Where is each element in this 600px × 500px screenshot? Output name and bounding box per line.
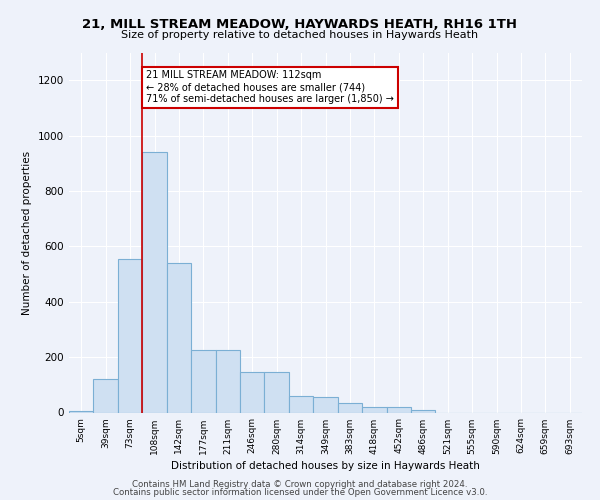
Bar bbox=[167, 263, 191, 412]
Bar bbox=[265, 372, 289, 412]
Bar bbox=[411, 410, 436, 412]
Text: 21, MILL STREAM MEADOW, HAYWARDS HEATH, RH16 1TH: 21, MILL STREAM MEADOW, HAYWARDS HEATH, … bbox=[83, 18, 517, 30]
Bar bbox=[215, 350, 240, 412]
Bar bbox=[313, 398, 338, 412]
Y-axis label: Number of detached properties: Number of detached properties bbox=[22, 150, 32, 314]
Text: Size of property relative to detached houses in Haywards Heath: Size of property relative to detached ho… bbox=[121, 30, 479, 40]
Bar bbox=[191, 350, 215, 412]
Text: Contains public sector information licensed under the Open Government Licence v3: Contains public sector information licen… bbox=[113, 488, 487, 497]
Bar bbox=[386, 407, 411, 412]
Bar bbox=[289, 396, 313, 412]
Bar bbox=[94, 380, 118, 412]
Text: 21 MILL STREAM MEADOW: 112sqm
← 28% of detached houses are smaller (744)
71% of : 21 MILL STREAM MEADOW: 112sqm ← 28% of d… bbox=[146, 70, 394, 104]
Bar bbox=[362, 407, 386, 412]
Bar bbox=[69, 411, 94, 412]
Bar bbox=[142, 152, 167, 412]
Bar bbox=[240, 372, 265, 412]
X-axis label: Distribution of detached houses by size in Haywards Heath: Distribution of detached houses by size … bbox=[171, 460, 480, 470]
Bar bbox=[118, 259, 142, 412]
Bar bbox=[338, 403, 362, 412]
Text: Contains HM Land Registry data © Crown copyright and database right 2024.: Contains HM Land Registry data © Crown c… bbox=[132, 480, 468, 489]
